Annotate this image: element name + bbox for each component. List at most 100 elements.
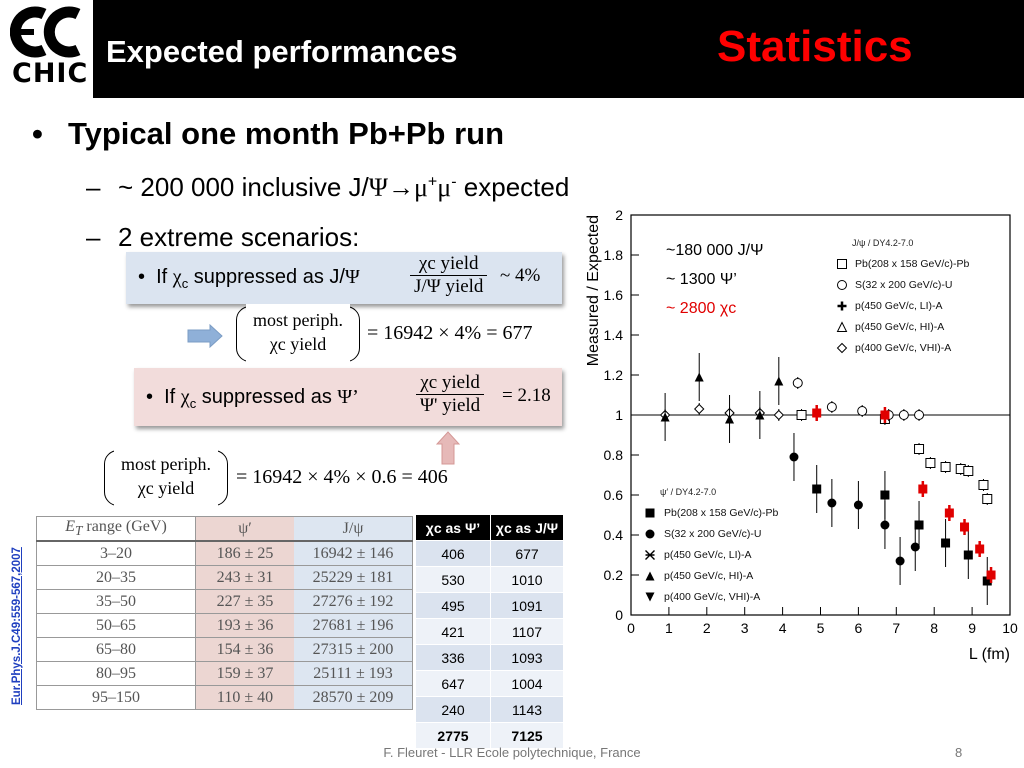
paper-th-psiprime: ψ′ <box>195 516 294 542</box>
data-point <box>812 408 822 418</box>
footer-text: F. Fleuret - LLR Ecole polytechnique, Fr… <box>383 745 641 760</box>
scen2-den: Ψ' yield <box>420 395 481 416</box>
slide-title: Expected performances <box>106 34 458 69</box>
chic-table-total-cell: 2775 <box>415 722 491 749</box>
data-point <box>853 500 863 510</box>
x-tick-label: 2 <box>703 620 711 636</box>
scen1-pre: If <box>156 266 173 288</box>
slide-header: CHIC Expected performances Statistics <box>0 0 1024 98</box>
data-point <box>944 508 954 518</box>
sub1-mu2: μ <box>437 173 452 202</box>
chic-table-row: 647 1004 <box>415 670 564 697</box>
data-point <box>910 542 920 552</box>
data-point <box>827 498 837 508</box>
x-tick-label: 3 <box>741 620 749 636</box>
chic-table-total-cell: 7125 <box>490 722 564 749</box>
chic-th-psiprime: χc as Ψ’ <box>415 514 491 541</box>
reference-link[interactable]: Eur.Phys.J.C49:559-567,2007 <box>11 547 23 705</box>
chic-table-cell: 336 <box>415 644 491 671</box>
data-point <box>725 414 735 424</box>
data-point <box>857 406 868 416</box>
paper-table-cell: 80–95 <box>36 661 196 686</box>
paper-table-row: 35–50 227 ± 35 27276 ± 192 <box>36 589 413 614</box>
sub1-pre: ~ 200 000 inclusive J/ <box>118 172 369 202</box>
data-point <box>898 410 909 420</box>
y-tick-label: 0 <box>615 607 623 623</box>
chic-table-row: 336 1093 <box>415 644 564 671</box>
x-tick-label: 7 <box>892 620 900 636</box>
data-point <box>895 556 905 566</box>
logo-cc-mark <box>10 6 81 58</box>
chic-table-row: 421 1107 <box>415 618 564 645</box>
paper-table-cell: 186 ± 25 <box>195 541 294 566</box>
data-point <box>880 490 890 500</box>
legend-bottom-entry: Pb(208 x 158 GeV/c)-Pb <box>664 507 779 519</box>
sub1-minus: - <box>451 173 457 191</box>
paper-table-cell: 25111 ± 193 <box>294 661 413 686</box>
data-point <box>694 403 705 415</box>
paper-table-cell: 243 ± 31 <box>195 565 294 590</box>
scen1-num: χc yield <box>410 253 488 276</box>
legend-bottom-marker <box>645 592 655 602</box>
y-axis-label: Measured / Expected <box>585 215 602 366</box>
chic-table-cell: 495 <box>415 592 491 619</box>
paper-table-row: 3–20 186 ± 25 16942 ± 146 <box>36 541 413 566</box>
y-tick-label: 0.4 <box>604 527 624 543</box>
data-point <box>796 410 807 420</box>
paper-table: ET range (GeV) ψ′ J/ψ 3–20 186 ± 25 16942 … <box>36 516 413 710</box>
legend-bottom-entry: p(450 GeV/c, HI)-A <box>664 570 753 582</box>
eq2-rhs: = 16942 × 4% × 0.6 = 406 <box>236 466 448 488</box>
scenario-1-label: • If χc suppressed as J/Ψ <box>138 266 360 291</box>
chic-table-cell: 647 <box>415 670 491 697</box>
legend-bottom-marker <box>645 571 655 581</box>
chic-table: χc as Ψ’ χc as J/Ψ 406 677 530 1010 495 1091 4… <box>415 514 564 749</box>
data-point <box>792 378 803 388</box>
legend-top-marker <box>836 342 848 354</box>
scen2-psi: Ψ’ <box>337 386 359 408</box>
section-title: Statistics <box>717 22 913 71</box>
paper-table-cell: 50–65 <box>36 613 196 638</box>
legend-top-marker <box>837 259 847 269</box>
chic-table-cell: 1010 <box>490 566 564 593</box>
data-point <box>812 484 822 494</box>
paper-table-cell: 28570 ± 209 <box>294 685 413 710</box>
eq1-top: most periph. <box>253 310 343 330</box>
logo-text: CHIC <box>12 58 89 89</box>
page-number: 8 <box>955 745 963 760</box>
paper-table-row: 65–80 154 ± 36 27315 ± 200 <box>36 637 413 662</box>
scen2-mid: suppressed as <box>196 386 338 408</box>
sub2-text: 2 extreme scenarios: <box>118 222 360 252</box>
data-point <box>940 462 951 472</box>
scenario-2-value: = 2.18 <box>502 385 551 406</box>
x-tick-label: 1 <box>665 620 673 636</box>
data-point <box>982 494 993 504</box>
legend-top-marker <box>836 321 848 332</box>
scenario-2-box: • If χc suppressed as Ψ’ χc yield Ψ' yie… <box>134 368 562 426</box>
chic-logo: CHIC <box>0 0 93 98</box>
y-tick-label: 1 <box>615 407 623 423</box>
y-tick-label: 0.2 <box>604 567 624 583</box>
legend-top-title: J/ψ / DY4.2-7.0 <box>852 238 913 248</box>
legend-bottom-marker <box>645 550 655 560</box>
chic-table-cell: 1093 <box>490 644 564 671</box>
data-point <box>880 410 890 420</box>
chic-table-cell: 421 <box>415 618 491 645</box>
y-tick-label: 0.8 <box>604 447 624 463</box>
up-arrow-icon <box>436 431 460 465</box>
legend-top-entry: p(400 GeV/c, VHI)-A <box>855 342 951 354</box>
sub1-post: expected <box>456 172 570 202</box>
paper-table-cell: 16942 ± 146 <box>294 541 413 566</box>
eq1-bracket-text: most periph. χc yield <box>236 308 360 356</box>
x-tick-label: 4 <box>779 620 787 636</box>
paper-table-cell: 35–50 <box>36 589 196 614</box>
chic-table-cell: 1107 <box>490 618 564 645</box>
data-point <box>914 444 925 454</box>
chic-th-jpsi: χc as J/Ψ <box>490 514 564 541</box>
scen1-c: c <box>181 276 189 291</box>
scen1-den: J/Ψ yield <box>414 276 484 297</box>
scenario-2-fraction: χc yield Ψ' yield <box>416 372 485 417</box>
legend-top-entry: p(450 GeV/c, HI)-A <box>855 321 944 333</box>
data-point <box>694 372 704 382</box>
data-point <box>755 410 765 420</box>
x-tick-label: 9 <box>968 620 976 636</box>
